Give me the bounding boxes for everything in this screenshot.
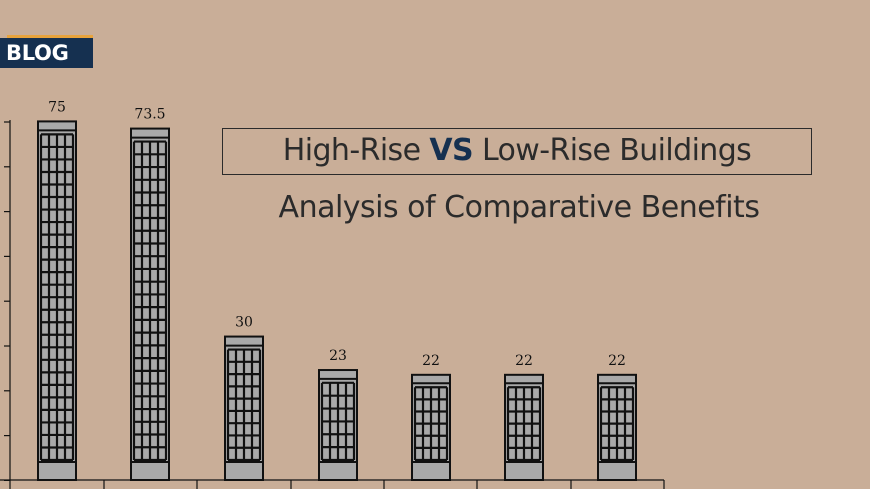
bar-window-grid — [132, 140, 168, 462]
bar-value-label: 30 — [235, 315, 253, 331]
bar-value-label: 22 — [422, 353, 440, 369]
bar-value-label: 73.5 — [134, 107, 165, 123]
title-part-low-rise: Low-Rise Buildings — [473, 133, 752, 168]
bar-window-grid — [413, 386, 449, 462]
page-subtitle: Analysis of Comparative Benefits — [278, 190, 760, 225]
page-title: High-Rise VS Low-Rise Buildings — [222, 128, 812, 175]
title-vs: VS — [429, 133, 474, 168]
bar-window-grid — [599, 386, 635, 462]
blog-badge[interactable]: BLOG — [0, 35, 93, 68]
bar-value-label: 22 — [515, 353, 533, 369]
title-part-high-rise: High-Rise — [282, 133, 430, 168]
bar-window-grid — [226, 348, 262, 462]
bar-window-grid — [39, 133, 75, 462]
blog-badge-label: BLOG — [6, 41, 69, 65]
bar-window-grid — [506, 386, 542, 462]
bar-value-label: 23 — [329, 348, 347, 364]
bar-value-label: 22 — [608, 353, 626, 369]
bar-value-label: 75 — [48, 99, 66, 115]
bar-window-grid — [320, 381, 356, 462]
